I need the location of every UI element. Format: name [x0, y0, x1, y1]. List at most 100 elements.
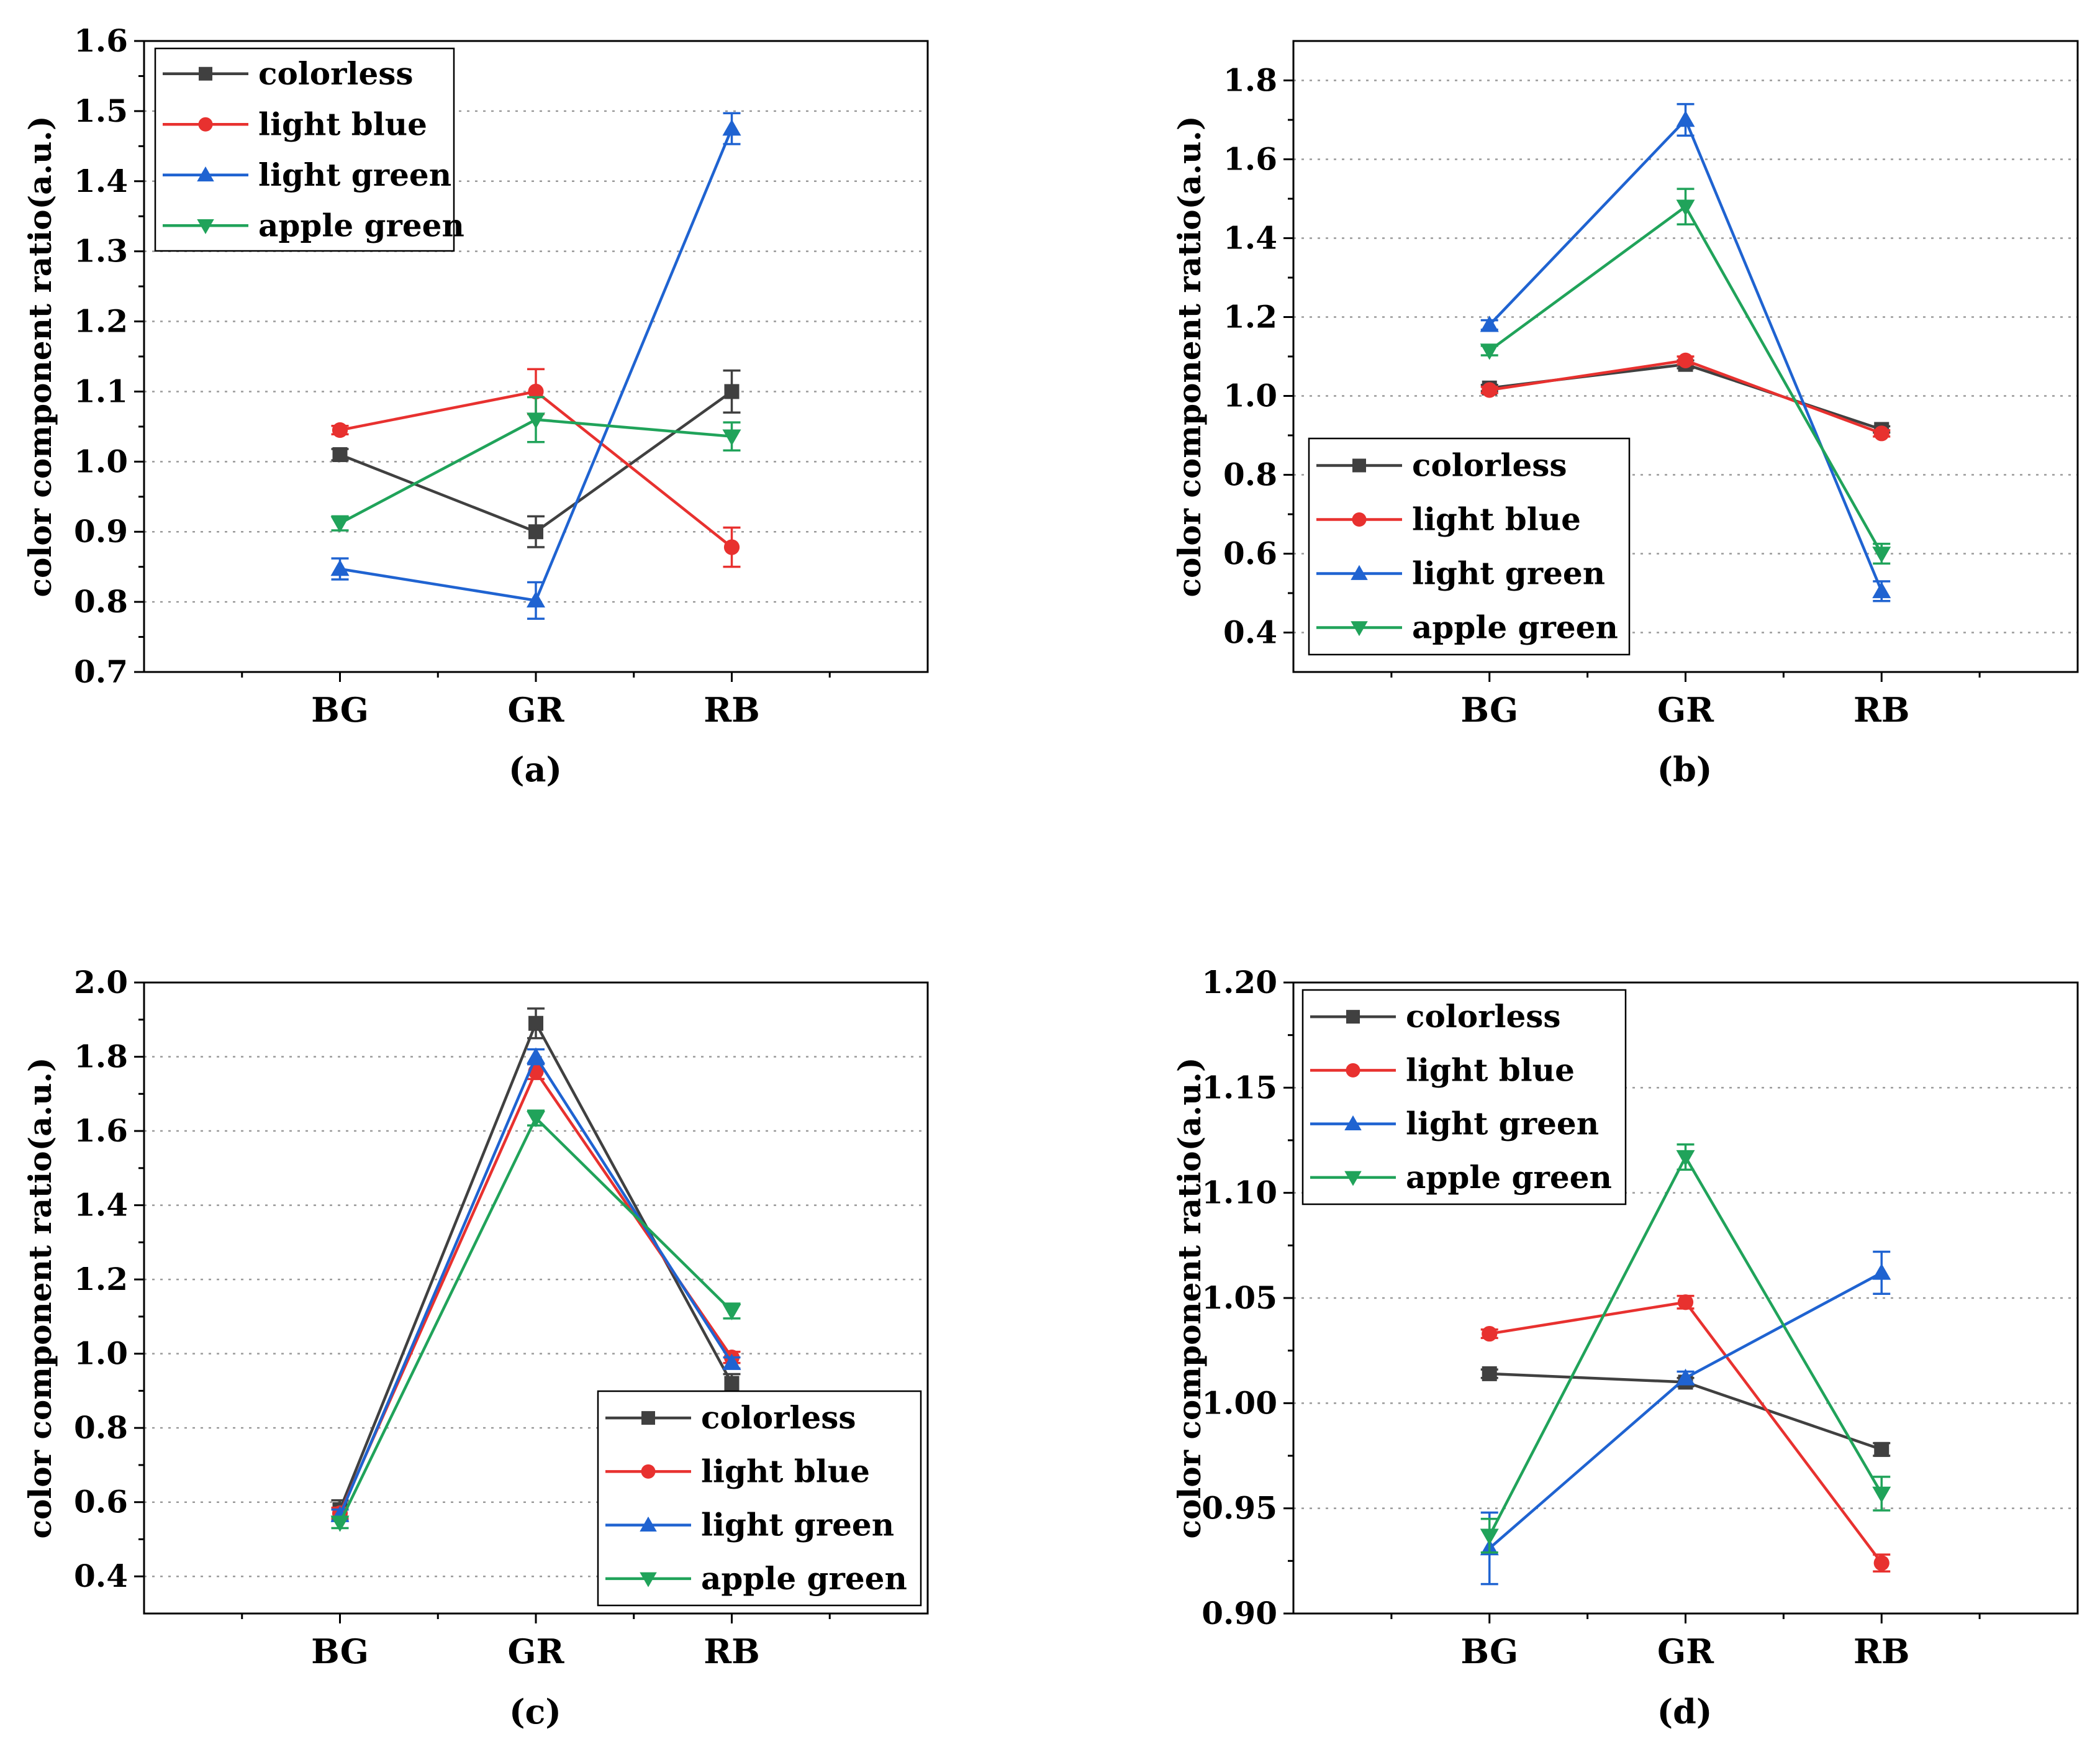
y-tick-label: 1.05: [1202, 1279, 1277, 1316]
legend-box: [154, 47, 455, 252]
data-point: [722, 429, 741, 446]
y-axis-label: color component ratio(a.u.): [1171, 116, 1208, 597]
legend: colorless light blue light green apple gree…: [1301, 989, 1627, 1205]
series-apple-green: [1480, 188, 1891, 565]
legend-label: colorless: [701, 1399, 856, 1436]
y-tick-label: 1.8: [74, 1038, 128, 1075]
legend-marker: [641, 1411, 655, 1425]
y-tick-label: 0.4: [74, 1558, 128, 1594]
x-tick-label: RB: [704, 690, 760, 730]
y-tick-label: 1.10: [1202, 1174, 1277, 1211]
series-light-blue: [1480, 1294, 1891, 1573]
x-tick-label: BG: [1460, 1632, 1518, 1671]
y-tick-label: 1.5: [74, 93, 128, 129]
data-point: [332, 422, 348, 438]
legend-marker: [1346, 1010, 1360, 1024]
legend: colorless light blue light green apple gree…: [1308, 437, 1631, 656]
legend: colorless light blue light green apple gree…: [597, 1390, 922, 1607]
data-point: [330, 516, 350, 533]
data-point: [723, 539, 740, 555]
data-point: [1482, 1366, 1497, 1381]
data-point: [1480, 315, 1499, 332]
y-tick-label: 0.95: [1202, 1490, 1277, 1527]
legend-label: colorless: [258, 55, 414, 92]
y-tick-label: 0.90: [1202, 1595, 1277, 1632]
series-line: [1489, 363, 1882, 431]
data-point: [527, 1047, 545, 1064]
y-tick-label: 1.0: [1223, 378, 1277, 414]
legend-label: light green: [1406, 1105, 1599, 1142]
y-tick-label: 1.4: [74, 163, 128, 199]
y-tick-label: 1.1: [74, 373, 128, 409]
y-axis-label: color component ratio(a.u.): [1171, 1058, 1208, 1539]
y-tick-label: 0.7: [74, 653, 128, 690]
legend-marker: [1351, 621, 1368, 637]
y-tick-label: 1.20: [1202, 964, 1277, 1001]
legend-label: light blue: [701, 1453, 870, 1489]
y-tick-label: 1.6: [74, 22, 128, 59]
data-point: [1872, 1263, 1891, 1280]
y-tick-label: 1.2: [74, 303, 128, 340]
series-line: [1489, 1300, 1883, 1564]
data-point: [722, 1353, 741, 1370]
y-tick-label: 0.6: [1223, 535, 1277, 572]
x-tick-label: BG: [311, 1632, 369, 1671]
x-tick-label: RB: [704, 1632, 760, 1671]
x-tick-label: GR: [508, 690, 565, 730]
data-point: [1873, 425, 1890, 442]
data-point: [724, 384, 740, 399]
data-point: [1480, 343, 1499, 360]
y-tick-label: 0.8: [1223, 456, 1277, 493]
legend-marker: [1346, 1063, 1360, 1078]
x-tick-label: GR: [1657, 690, 1714, 730]
y-tick-label: 0.6: [74, 1484, 128, 1520]
legend-marker: [640, 1516, 657, 1532]
y-tick-label: 1.4: [1223, 220, 1277, 256]
legend-marker: [1352, 512, 1367, 527]
data-point: [1676, 199, 1695, 216]
y-tick-label: 1.4: [74, 1187, 128, 1223]
legend-label: apple green: [258, 207, 464, 243]
y-tick-label: 1.8: [1223, 62, 1277, 99]
data-point: [1676, 111, 1695, 127]
legend-label: light green: [1412, 555, 1605, 592]
chart-panel-1: 0.7 0.8 0.9 1.0 1.1 1.2 1.3 1.4 1.5 1.6 BG GR RB colo…: [22, 22, 929, 789]
data-point: [332, 447, 348, 463]
data-point: [1873, 1555, 1890, 1571]
legend: colorless light blue light green apple gree…: [154, 47, 464, 252]
panel-label: (d): [1657, 1692, 1713, 1732]
data-point: [527, 1110, 545, 1128]
legend-label: colorless: [1406, 998, 1561, 1035]
legend-label: apple green: [1406, 1159, 1612, 1196]
y-tick-label: 1.0: [74, 443, 128, 479]
legend-label: colorless: [1412, 447, 1567, 484]
series-apple-green: [330, 396, 741, 533]
legend-marker: [641, 1464, 656, 1479]
legend-label: light blue: [1406, 1051, 1575, 1088]
legend-label: light blue: [258, 106, 427, 142]
panel-label: (c): [509, 1692, 561, 1732]
data-point: [1677, 1294, 1694, 1310]
y-tick-label: 2.0: [74, 964, 128, 1001]
y-tick-label: 0.8: [74, 1409, 128, 1446]
y-tick-label: 1.3: [74, 233, 128, 270]
series-apple-green: [1480, 1143, 1891, 1554]
data-point: [528, 1015, 543, 1031]
series-colorless: [331, 369, 741, 548]
series-colorless: [1480, 356, 1891, 437]
chart-panel-4: 0.90 0.95 1.00 1.05 1.10 1.15 1.20 BG GR RB color …: [1171, 964, 2079, 1732]
y-tick-label: 0.9: [74, 513, 128, 550]
y-tick-label: 1.6: [74, 1112, 128, 1149]
y-tick-label: 0.4: [1223, 614, 1277, 651]
legend-label: light blue: [1412, 501, 1581, 538]
x-tick-label: RB: [1853, 690, 1910, 730]
legend-marker: [1351, 565, 1368, 580]
x-tick-label: BG: [1460, 690, 1518, 730]
data-point: [1677, 352, 1694, 368]
legend-marker: [199, 66, 212, 81]
chart-panel-2: 0.4 0.6 0.8 1.0 1.2 1.4 1.6 1.8 BG GR RB color comp…: [1171, 40, 2079, 789]
legend-marker: [197, 219, 214, 234]
y-tick-label: 1.00: [1202, 1384, 1277, 1421]
y-tick-label: 1.2: [74, 1261, 128, 1297]
y-tick-label: 1.0: [74, 1335, 128, 1372]
